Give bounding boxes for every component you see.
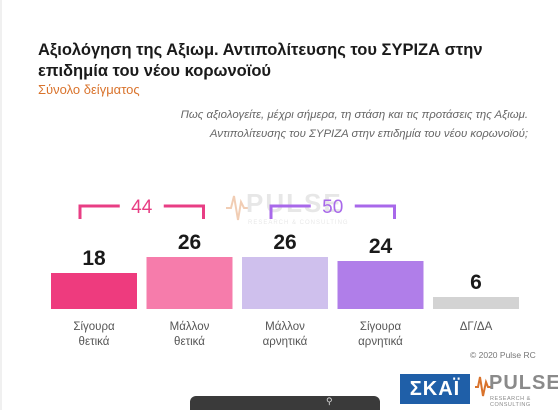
chart-subtitle: Σύνολο δείγματος [38, 82, 140, 97]
pulse-wave-icon [226, 195, 248, 221]
x-tick-label-line: Σίγουρα [73, 321, 115, 333]
x-tick-label-4: Σίγουρα αρνητικά [331, 320, 431, 350]
pulse-logo-name: PULSE [489, 372, 558, 394]
x-tick-label-2: Μάλλον θετικά [140, 320, 240, 350]
bar-value-label-5: 6 [470, 271, 482, 294]
frame-edge [0, 0, 2, 410]
bracket-total-label-1: 44 [131, 197, 153, 218]
bar-5 [433, 297, 519, 309]
x-tick-label-line: αρνητικά [358, 336, 403, 348]
bracket-total-label-2: 50 [322, 197, 343, 218]
x-tick-label-line: ΔΓ/ΔΑ [459, 321, 493, 333]
bar-4 [337, 261, 424, 309]
watermark-name: PULSE [246, 188, 343, 218]
x-tick-label-5: ΔΓ/ΔΑ [426, 320, 526, 335]
video-control-bar[interactable]: ⚲ [190, 396, 380, 410]
x-tick-label-line: θετικά [174, 336, 205, 348]
x-tick-label-line: Σίγουρα [359, 321, 402, 333]
chart-title: Αξιολόγηση της Αξιωμ. Αντιπολίτευσης του… [38, 41, 483, 80]
survey-question: Πως αξιολογείτε, μέχρι σήμερα, τη στάση … [180, 109, 528, 140]
x-tick-label-line: αρνητικά [262, 336, 308, 348]
bar-3 [242, 257, 328, 309]
search-icon[interactable]: ⚲ [326, 396, 333, 406]
x-tick-label-line: θετικά [78, 336, 110, 348]
pulse-logo-sub: RESEARCH & CONSULTING [490, 396, 531, 408]
bar-1 [51, 273, 137, 309]
x-tick-label-3: Μάλλον αρνητικά [235, 320, 335, 350]
copyright-text: © 2020 Pulse RC [470, 350, 536, 360]
pulse-watermark: PULSE RESEARCH & CONSULTING [226, 188, 356, 238]
watermark-sub: RESEARCH & CONSULTING [248, 220, 349, 226]
x-tick-label-line: Μάλλον [265, 321, 305, 333]
total-bracket-2: 50 [269, 197, 396, 219]
x-tick-label-1: Σίγουρα θετικά [44, 320, 144, 350]
bar-2 [146, 257, 233, 309]
x-tick-label-line: Μάλλον [169, 321, 210, 333]
bar-value-label-2: 26 [178, 231, 201, 254]
channel-logo: ΣΚΑΪ [400, 374, 470, 404]
bar-value-label-1: 18 [82, 247, 106, 270]
pulse-logo: PULSE RESEARCH & CONSULTING [475, 372, 558, 408]
bar-value-label-3: 26 [273, 231, 296, 254]
total-bracket-1: 44 [78, 197, 205, 219]
bar-value-label-4: 24 [369, 235, 393, 258]
pulse-logo-wave-icon [475, 376, 491, 397]
